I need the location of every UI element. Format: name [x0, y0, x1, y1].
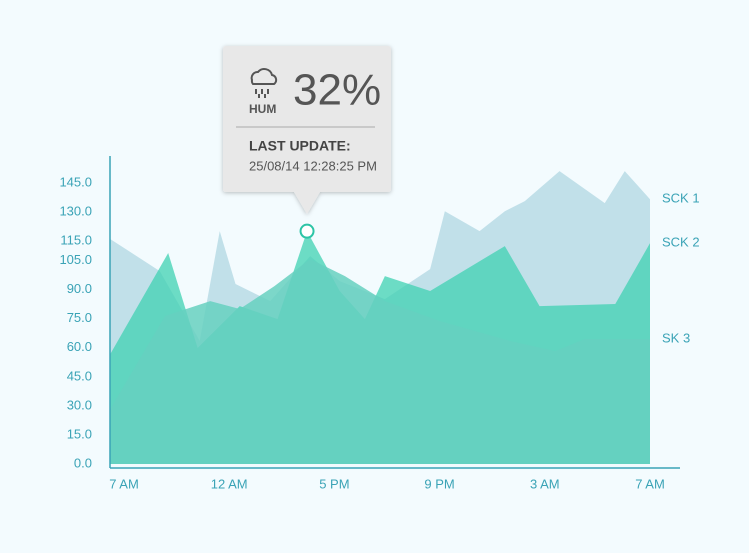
y-tick-label: 115.0: [60, 233, 92, 248]
series-label: SK 3: [662, 330, 690, 345]
y-tick-label: 105.0: [59, 252, 92, 267]
rain-icon: [255, 89, 269, 98]
highlight-point: [299, 223, 315, 239]
cloud-icon: [250, 68, 278, 85]
x-tick-label: 5 PM: [319, 476, 349, 491]
series-label: SCK 2: [662, 235, 700, 250]
tooltip-label: HUM: [249, 102, 276, 116]
tooltip-value: 32%: [293, 66, 381, 115]
y-tick-label: 60.0: [67, 339, 92, 354]
x-tick-label: 9 PM: [424, 476, 454, 491]
area: [110, 259, 651, 464]
x-tick-label: 7 AM: [109, 476, 139, 491]
x-tick-label: 3 AM: [530, 476, 560, 491]
x-tick-label: 12 AM: [211, 476, 248, 491]
y-tick-label: 30.0: [67, 397, 92, 412]
tooltip-title: LAST UPDATE:: [249, 138, 351, 154]
tooltip-box: [223, 46, 391, 214]
y-tick-label: 130.0: [59, 204, 92, 219]
tooltip: HUM 32% LAST UPDATE: 25/08/14 12:28:25 P…: [223, 46, 391, 214]
series-label: SCK 1: [662, 191, 700, 206]
y-tick-label: 90.0: [67, 281, 92, 296]
y-tick-label: 45.0: [67, 368, 92, 383]
y-tick-label: 145.0: [59, 175, 92, 190]
tooltip-timestamp: 25/08/14 12:28:25 PM: [249, 158, 377, 173]
y-tick-label: 15.0: [67, 426, 92, 441]
y-tick-label: 0.0: [74, 455, 92, 470]
plot: [109, 156, 680, 469]
y-tick-label: 75.0: [67, 310, 92, 325]
x-tick-label: 7 AM: [635, 476, 665, 491]
